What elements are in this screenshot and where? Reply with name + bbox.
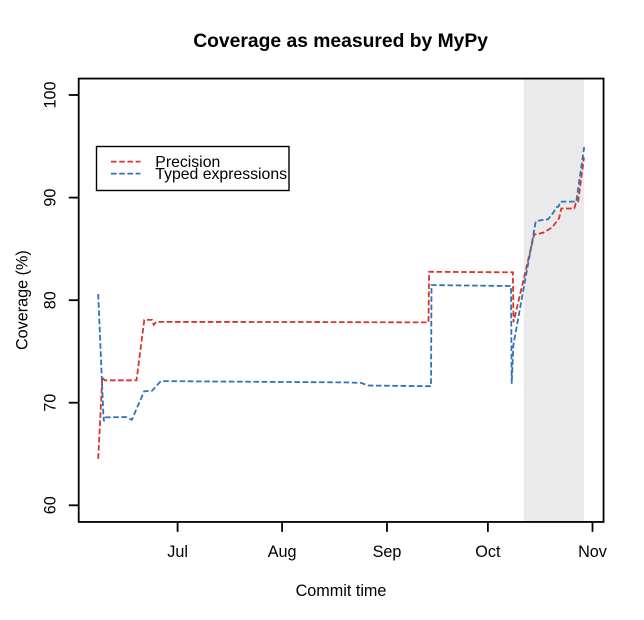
svg-text:Oct: Oct	[475, 543, 501, 561]
svg-text:Precision: Precision	[155, 154, 220, 171]
svg-text:Coverage (%): Coverage (%)	[14, 250, 32, 350]
svg-text:Nov: Nov	[578, 543, 608, 561]
svg-text:Commit time: Commit time	[296, 582, 387, 600]
svg-text:Typed expressions: Typed expressions	[155, 166, 287, 183]
svg-text:60: 60	[42, 496, 60, 514]
svg-text:Aug: Aug	[268, 543, 297, 561]
svg-text:Jul: Jul	[167, 543, 188, 561]
svg-text:Coverage as measured by MyPy: Coverage as measured by MyPy	[193, 31, 488, 52]
svg-text:100: 100	[42, 81, 60, 108]
svg-text:70: 70	[42, 394, 60, 412]
svg-text:Sep: Sep	[373, 543, 402, 561]
svg-text:90: 90	[42, 189, 60, 207]
svg-text:80: 80	[42, 291, 60, 309]
